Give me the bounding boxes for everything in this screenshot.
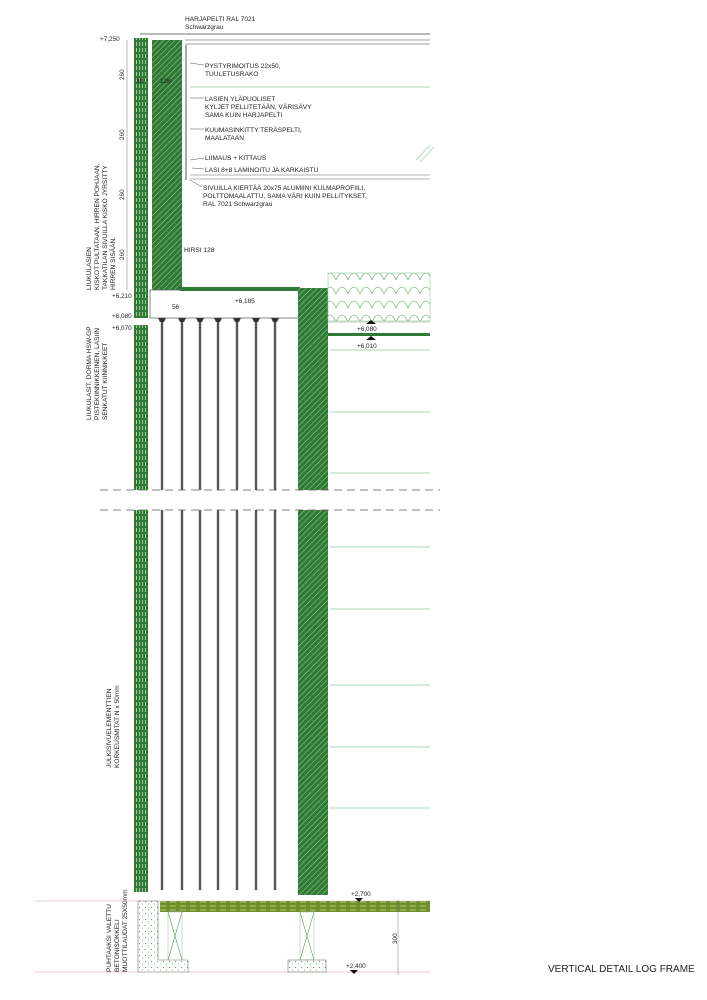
- note-roof-flashing-2: Schwarzgrau: [185, 24, 224, 31]
- glass-panel: [216, 510, 220, 890]
- glass-panel: [198, 320, 202, 490]
- level-label: +2,400: [346, 963, 366, 970]
- note-glass-edges: LASIEN YLÄPUOLISET: [205, 95, 275, 103]
- dim-course: 260: [119, 189, 126, 200]
- rail-carriage: [252, 318, 260, 322]
- note-steel-sheet-2: MAALATAAN: [205, 135, 244, 142]
- rail-carriage: [158, 318, 166, 322]
- glass-panel: [235, 510, 239, 890]
- level-markers: +7,250 +6,210 +6,080 +6,070 +6,185 +6,08…: [100, 36, 377, 974]
- wall-panel-lines: [330, 349, 430, 809]
- annotations: HARJAPELTI RAL 7021 Schwarzgrau PYSTYRIM…: [86, 16, 367, 972]
- glass-panel: [254, 510, 258, 890]
- level-label: +6,210: [112, 293, 132, 300]
- note-facade-heights-2: KORKEUSMITAT N x 50mm: [114, 685, 121, 768]
- level-label: +7,250: [100, 36, 120, 43]
- rail-carriage: [271, 318, 279, 322]
- dim-course: 260: [119, 129, 126, 140]
- note-steel-sheet: KUUMASINKITTY TERÄSPELTI,: [205, 126, 302, 134]
- glass-panel: [254, 320, 258, 490]
- rail-carriage: [196, 318, 204, 322]
- glass-panel: [216, 320, 220, 490]
- glass-panel: [273, 510, 277, 890]
- note-glass-edges-2: KYLJET PELLITETÄÄN, VÄRISÄVY: [205, 103, 312, 111]
- dim-course: 260: [119, 249, 126, 260]
- wood-pier: [167, 911, 315, 961]
- rail-carriage: [214, 318, 222, 322]
- note-plinth-3: MUOTTILAUDAT 25X50mm: [122, 889, 129, 972]
- drawing-title: VERTICAL DETAIL LOG FRAME: [548, 964, 695, 975]
- note-battens: PYSTYRIMOITUS 22x50,: [205, 63, 281, 70]
- note-battens-2: TUULETUSRAKO: [205, 71, 259, 78]
- level-label: +6,080: [112, 313, 132, 320]
- outer-cladding-upper: [134, 38, 148, 318]
- insulation: [327, 272, 431, 322]
- glass-panel: [180, 320, 184, 490]
- dim-batten: 30: [136, 78, 144, 85]
- note-glass-edges-3: SAMA KUIN HARJAPELTI: [205, 112, 282, 119]
- glass-panel: [273, 320, 277, 490]
- log-wall: [152, 40, 182, 292]
- note-profile: SIVUILLA KIERTÄÄ 20x75 ALUMIINI KULMAPRO…: [203, 184, 365, 192]
- note-rails-2: KISKOT PULTATAAN, HIRREN POHJAAN,: [94, 163, 101, 290]
- outer-cladding-middle: [134, 325, 148, 490]
- level-label: +6,185: [235, 298, 255, 305]
- note-rails-3: TAKKATILAN SIVUILLA KISKO JYRSITTY: [102, 165, 109, 290]
- note-rails: LIUKULASIEN: [86, 247, 93, 290]
- inner-log-column-lower: [298, 510, 328, 895]
- level-label: +6,070: [112, 325, 132, 332]
- level-label: +2,700: [351, 891, 371, 898]
- note-plinth: PUHTAAKSI VALETTU: [106, 904, 113, 972]
- level-label: +6,010: [357, 343, 377, 350]
- level-label: +6,080: [357, 326, 377, 333]
- glass-panel: [160, 510, 164, 890]
- dim-plinth-height: 300: [392, 933, 399, 944]
- note-sliding-glass-3: SENKATUT KIINNIKKEET: [102, 343, 109, 420]
- note-facade-heights: JULKISIVUELEMENTTIEN: [106, 688, 113, 768]
- glass-panel: [160, 320, 164, 490]
- glass-panel: [180, 510, 184, 890]
- note-log: HIRSI 128: [184, 247, 215, 254]
- dim-log-width: 128: [160, 78, 171, 85]
- roof-edge: [140, 33, 435, 180]
- dim-course: 260: [119, 69, 126, 80]
- concrete-plinth: [137, 900, 189, 973]
- sliding-glass-panels: [158, 318, 279, 890]
- outer-cladding-lower: [134, 510, 148, 892]
- dim-rail-offset: 56: [172, 304, 180, 311]
- note-sliding-glass-2: PISTEKIINNIKKEINEN, LASIIN: [94, 328, 101, 420]
- inner-log-column-upper: [298, 288, 328, 490]
- note-sliding-glass: LIUKULASIT, DORMA HSW-GP: [86, 326, 93, 420]
- ceiling-slab: [328, 333, 430, 336]
- glass-panel: [235, 320, 239, 490]
- rail-carriage: [233, 318, 241, 322]
- note-profile-2: POLTTOMAALATTU, SAMA VÄRI KUIN PELLITYKS…: [203, 192, 367, 200]
- rail-carriage: [178, 318, 186, 322]
- glass-panel: [198, 510, 202, 890]
- dimension-labels: 260 260 260 260 300 56 30 128: [119, 69, 399, 944]
- note-rails-4: HIRREN SISÄÄN.: [109, 237, 117, 290]
- note-plinth-2: BETONISOKKELI: [114, 919, 121, 972]
- note-roof-flashing: HARJAPELTI RAL 7021: [185, 16, 256, 23]
- note-profile-3: RAL 7021 Schwarzgrau: [203, 201, 273, 208]
- note-gluing: LIIMAUS + KITTAUS: [205, 155, 267, 162]
- floor-slab: [160, 901, 430, 912]
- note-glass: LASI 8+8 LAMINOITU JA KARKAISTU: [205, 167, 319, 174]
- pier-footing: [287, 959, 327, 973]
